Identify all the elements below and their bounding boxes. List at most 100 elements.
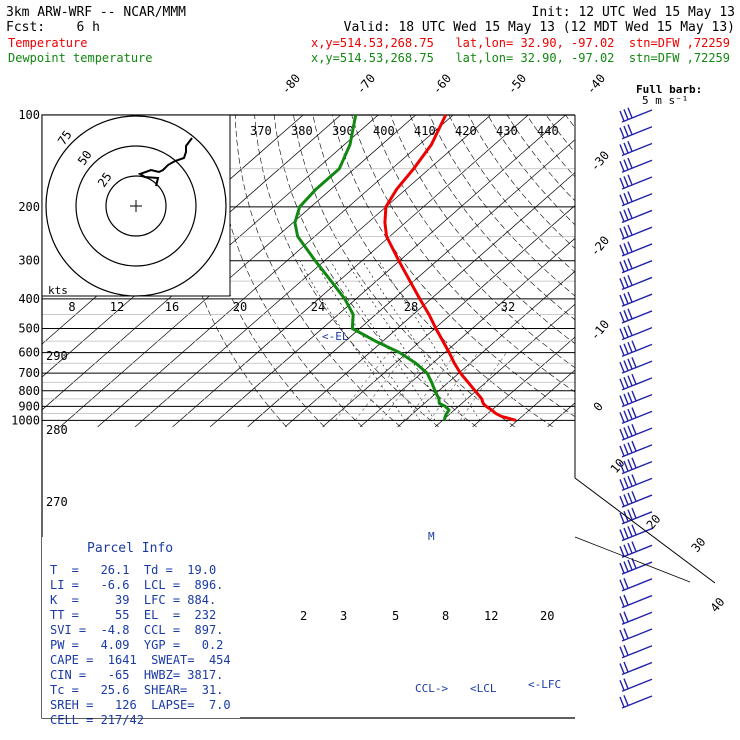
wind-barb-staff bbox=[621, 109, 653, 123]
barb-note-speed: 5 m s⁻¹ bbox=[642, 94, 688, 107]
dewpoint-location: x,y=514.53,268.75 lat,lon= 32.90, -97.02… bbox=[311, 51, 730, 65]
wind-barb bbox=[619, 241, 653, 257]
theta-label: 390 bbox=[332, 124, 354, 138]
wind-barb-flag bbox=[623, 343, 629, 355]
wind-barb-flag bbox=[623, 577, 629, 589]
isotherm-label: 40 bbox=[708, 595, 728, 615]
dry-adiabat bbox=[332, 115, 575, 418]
wind-barb-flag bbox=[619, 512, 625, 524]
dewpoint-legend: Dewpoint temperature bbox=[8, 51, 153, 65]
wind-barb-flag bbox=[627, 141, 633, 152]
wind-barb-flag bbox=[623, 393, 629, 405]
parcel-row: Tc = 25.6 SHEAR= 31. bbox=[50, 683, 223, 697]
wind-barb-flag bbox=[623, 159, 629, 170]
moist-adiabat bbox=[314, 260, 421, 421]
parcel-panel-bg bbox=[42, 537, 240, 718]
hodograph-unit: kts bbox=[48, 284, 68, 297]
wind-barb-flag bbox=[623, 142, 629, 154]
model-title: 3km ARW-WRF -- NCAR/MMM bbox=[6, 5, 186, 20]
parcel-row: SVI = -4.8 CCL = 897. bbox=[50, 623, 223, 637]
annotation-label: CCL-> bbox=[415, 682, 448, 695]
pressure-label-900: 900 bbox=[18, 399, 40, 413]
isotherm-line bbox=[209, 115, 567, 428]
wind-barb-flag bbox=[627, 408, 633, 420]
wind-barb-staff bbox=[621, 661, 653, 676]
wind-barb-staff bbox=[621, 427, 653, 441]
wind-barb-flag bbox=[619, 328, 625, 339]
wind-barb bbox=[619, 594, 653, 609]
mixing-ratio-line bbox=[335, 352, 389, 421]
parcel-row: CIN = -65 HWBZ= 3817. bbox=[50, 668, 223, 682]
dry-adiabat bbox=[526, 115, 575, 178]
wind-barb-flag bbox=[623, 176, 629, 187]
wind-barb-flag bbox=[627, 542, 633, 554]
wind-barb-flag bbox=[623, 661, 629, 673]
isotherm-label: 20 bbox=[644, 512, 664, 532]
pressure-label-1000: 1000 bbox=[11, 413, 40, 427]
plot-frame bbox=[41, 114, 575, 719]
wind-barb bbox=[619, 577, 653, 592]
wind-barb-flag bbox=[623, 125, 629, 137]
wind-barb bbox=[619, 541, 653, 558]
moist-adiabat bbox=[346, 260, 451, 421]
wind-barb-flag bbox=[627, 174, 633, 186]
wind-barb-staff bbox=[621, 176, 653, 190]
parcel-row: CELL = 217/42 bbox=[50, 713, 144, 727]
isotherm-label: -20 bbox=[588, 233, 613, 259]
parcel-row: TT = 55 EL = 232 bbox=[50, 608, 216, 622]
dry-adiabat bbox=[351, 115, 575, 393]
wind-barb-staff bbox=[621, 477, 653, 491]
isotherm-line bbox=[172, 115, 529, 428]
mixing-ratio-label: 2 bbox=[300, 609, 307, 623]
pressure-label-100: 100 bbox=[18, 108, 40, 122]
wind-barb-flag bbox=[623, 109, 629, 120]
wind-barb-staff bbox=[621, 611, 653, 625]
wind-barb bbox=[619, 611, 653, 625]
pressure-label-400: 400 bbox=[18, 292, 40, 306]
wind-barb bbox=[619, 474, 653, 491]
wind-barb-flag bbox=[623, 477, 629, 489]
mixing-ratio-label: 12 bbox=[484, 609, 498, 623]
isotherm-line bbox=[472, 336, 575, 428]
wind-barb-staff bbox=[621, 494, 653, 508]
wind-barb-flag bbox=[623, 443, 629, 455]
wind-barb-flag bbox=[623, 226, 629, 237]
mixing-ratio-line bbox=[354, 352, 408, 421]
isotherm-label: -60 bbox=[430, 71, 455, 97]
isotherm-line bbox=[247, 139, 575, 428]
valid-time: Valid: 18 UTC Wed 15 May 13 (12 MDT Wed … bbox=[344, 20, 735, 35]
hodograph-ring-label: 75 bbox=[55, 128, 75, 148]
annotation-label: M bbox=[428, 530, 435, 543]
wind-barb-flag bbox=[631, 340, 637, 351]
pressure-label-300: 300 bbox=[18, 254, 40, 268]
parcel-row: PW = 4.09 YGP = 0.2 bbox=[50, 638, 223, 652]
theta-label: 370 bbox=[250, 124, 272, 138]
wind-barb-staff bbox=[621, 126, 653, 140]
wind-barb-flag bbox=[623, 561, 629, 572]
wind-barb-flag bbox=[627, 442, 633, 453]
wind-barb-flag bbox=[627, 124, 633, 135]
hodograph-axis-label: 12 bbox=[110, 300, 124, 314]
isotherm-label: -70 bbox=[354, 71, 379, 97]
wind-barb-staff bbox=[621, 628, 653, 642]
wind-barb-flag bbox=[631, 424, 637, 435]
wind-barb bbox=[619, 191, 653, 207]
wind-barb bbox=[619, 424, 653, 441]
wind-barb-staff bbox=[621, 678, 653, 692]
wind-barb-flag bbox=[623, 276, 629, 288]
isotherm-label: 30 bbox=[689, 535, 709, 555]
wind-barb bbox=[619, 274, 653, 291]
wind-barb-flag bbox=[619, 646, 625, 658]
isotherm-line bbox=[359, 237, 575, 428]
wind-barb-flag bbox=[627, 107, 633, 119]
hodograph-trace bbox=[137, 137, 193, 187]
wind-barb-staff bbox=[621, 695, 653, 709]
isotherm-line bbox=[509, 369, 575, 428]
wind-barb-flag bbox=[627, 308, 633, 319]
wind-barb-staff bbox=[621, 159, 653, 173]
parcel-row: T = 26.1 Td = 19.0 bbox=[50, 563, 216, 577]
wind-barb-flag bbox=[619, 613, 625, 624]
dewpoint-profile bbox=[293, 114, 451, 421]
hodograph-ring-label: 50 bbox=[75, 148, 95, 168]
wind-barb-flag bbox=[623, 259, 629, 271]
